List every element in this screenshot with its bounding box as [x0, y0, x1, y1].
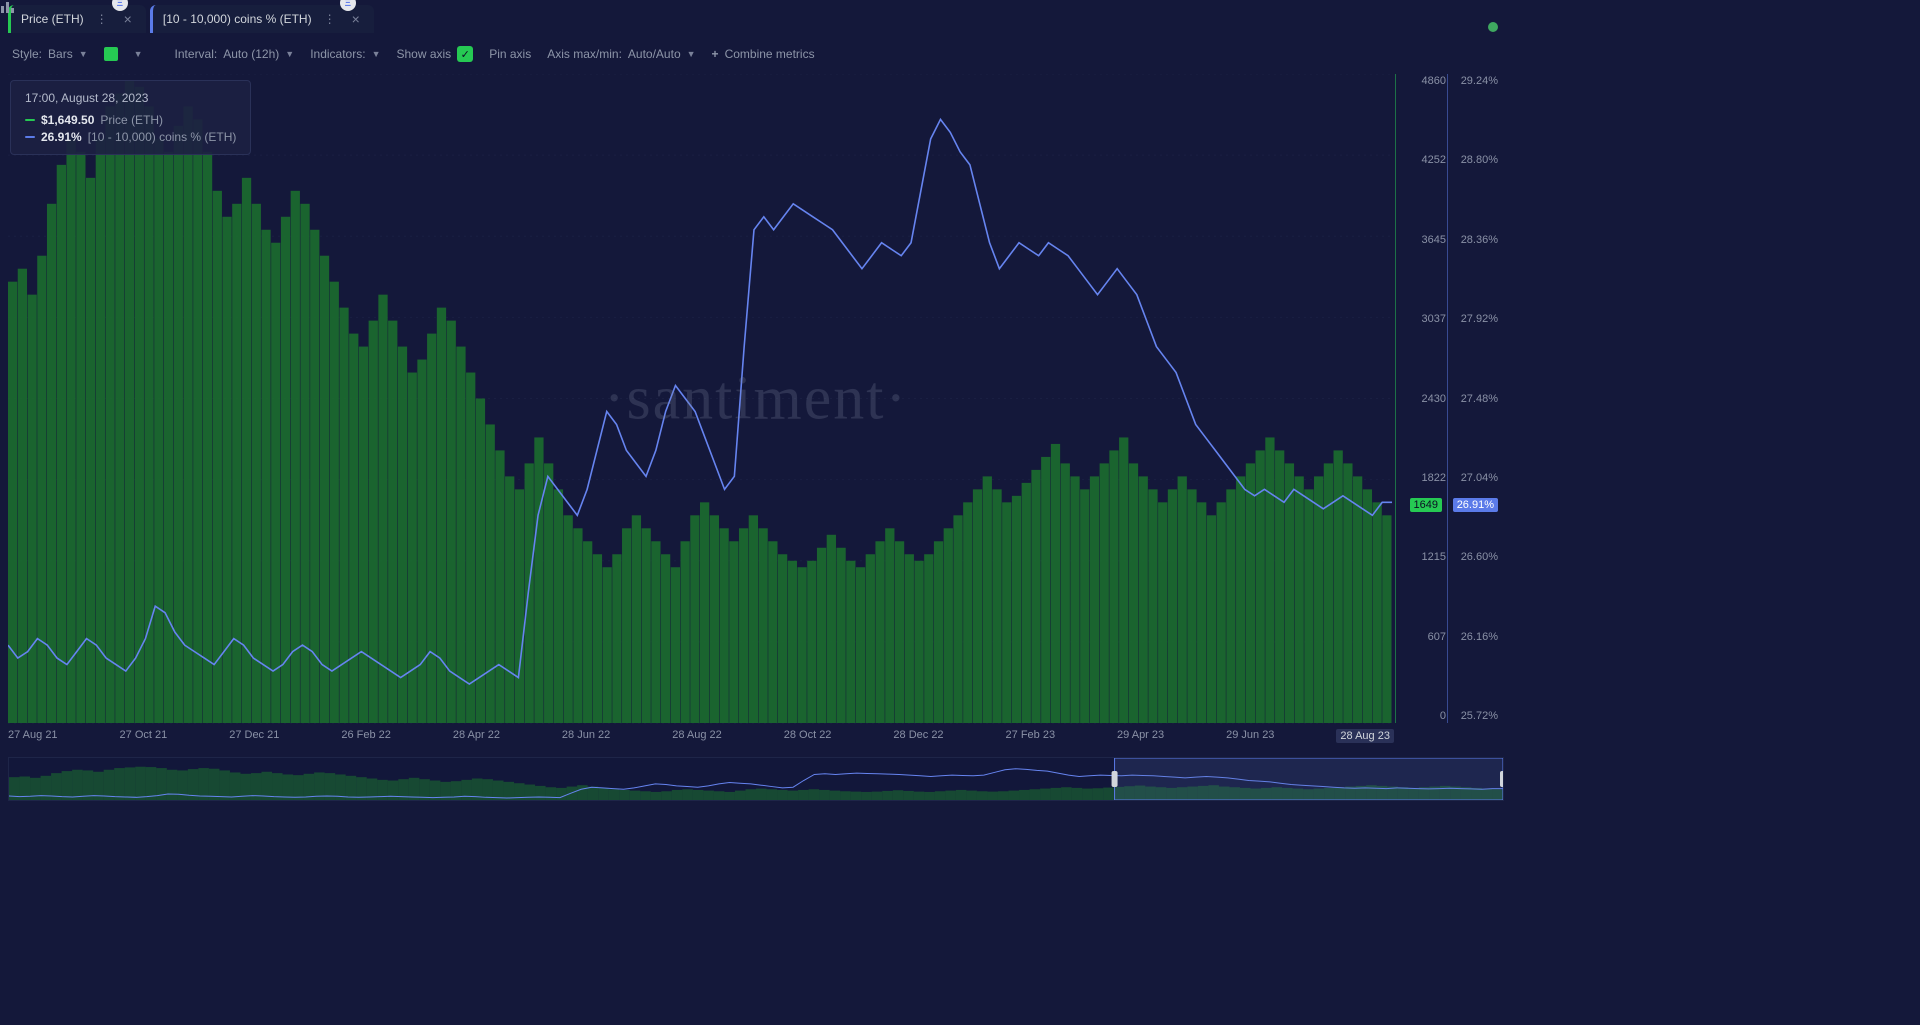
style-selector[interactable]: Style: Bars ▼	[12, 47, 88, 61]
x-tick: 28 Dec 22	[893, 729, 943, 743]
price-marker: 1649	[1410, 498, 1442, 512]
chart-svg	[8, 74, 1504, 751]
chevron-down-icon[interactable]: ▼	[134, 49, 143, 59]
minimap-svg	[9, 758, 1503, 800]
y-tick-price: 3645	[1396, 233, 1446, 247]
pin-axis-toggle[interactable]: Pin axis	[489, 47, 531, 61]
y-tick-pct: 28.36%	[1448, 233, 1498, 247]
y-tick-pct: 27.04%	[1448, 471, 1498, 485]
series-color-swatch[interactable]	[104, 47, 118, 61]
x-tick: 27 Oct 21	[120, 729, 168, 743]
chevron-down-icon: ▼	[285, 49, 294, 59]
y-tick-price: 4860	[1396, 74, 1446, 88]
metric-tabs: Price (ETH) ⋮ × Ξ [10 - 10,000) coins % …	[0, 0, 1512, 38]
pct-marker: 26.91%	[1453, 498, 1498, 512]
y-tick-price: 3037	[1396, 312, 1446, 326]
status-dot	[1488, 22, 1498, 32]
axis-maxmin-value: Auto/Auto	[628, 47, 681, 61]
tooltip-date: 17:00, August 28, 2023	[25, 91, 236, 105]
interval-value: Auto (12h)	[223, 47, 279, 61]
indicators-selector[interactable]: Indicators: ▼	[310, 47, 380, 61]
kebab-icon[interactable]: ⋮	[320, 12, 340, 26]
eth-icon: Ξ	[340, 0, 356, 11]
tab-label: Price (ETH)	[21, 12, 84, 26]
tab-coins-pct-eth[interactable]: [10 - 10,000) coins % (ETH) ⋮ × Ξ	[150, 5, 374, 33]
y-tick-pct: 29.24%	[1448, 74, 1498, 88]
y-axis-pct: 29.24% 28.80% 28.36% 27.92% 27.48% 27.04% 26.6…	[1448, 74, 1498, 723]
combine-label: Combine metrics	[725, 47, 815, 61]
series-dash	[25, 119, 35, 121]
y-tick-pct: 25.72%	[1448, 709, 1498, 723]
eth-icon: Ξ	[112, 0, 128, 11]
minimap[interactable]	[8, 757, 1504, 801]
tooltip-label: Price (ETH)	[100, 113, 163, 127]
x-tick: 29 Apr 23	[1117, 729, 1164, 743]
axis-maxmin-label: Axis max/min:	[547, 47, 622, 61]
y-tick-price: 4252	[1396, 153, 1446, 167]
combine-metrics-button[interactable]: + Combine metrics	[712, 47, 815, 61]
pin-axis-label: Pin axis	[489, 47, 531, 61]
tooltip-value: 26.91%	[41, 130, 82, 144]
y-tick-pct: 27.48%	[1448, 392, 1498, 406]
tab-label: [10 - 10,000) coins % (ETH)	[163, 12, 312, 26]
chevron-down-icon: ▼	[687, 49, 696, 59]
x-tick: 26 Feb 22	[341, 729, 391, 743]
y-tick-price: 607	[1396, 630, 1446, 644]
tab-price-eth[interactable]: Price (ETH) ⋮ × Ξ	[8, 5, 146, 33]
x-tick: 28 Apr 22	[453, 729, 500, 743]
x-tick: 29 Jun 23	[1226, 729, 1274, 743]
x-tick: 27 Aug 21	[8, 729, 58, 743]
x-tick: 27 Dec 21	[229, 729, 279, 743]
plus-icon: +	[712, 47, 719, 61]
y-tick-price: 2430	[1396, 392, 1446, 406]
show-axis-label: Show axis	[396, 47, 451, 61]
chevron-down-icon: ▼	[79, 49, 88, 59]
style-label: Style:	[12, 47, 42, 61]
x-tick: 27 Feb 23	[1006, 729, 1056, 743]
x-tick: 28 Jun 22	[562, 729, 610, 743]
chart-toolbar: Style: Bars ▼ ▼ Interval: Auto (12h) ▼ I…	[0, 38, 1512, 70]
y-tick-pct: 28.80%	[1448, 153, 1498, 167]
close-icon[interactable]: ×	[120, 11, 136, 27]
tooltip-value: $1,649.50	[41, 113, 94, 127]
y-axis-price: 4860 4252 3645 3037 2430 1822 1215 607 0	[1396, 74, 1446, 723]
x-axis: 27 Aug 21 27 Oct 21 27 Dec 21 26 Feb 22 28 A…	[8, 729, 1394, 743]
interval-selector[interactable]: Interval: Auto (12h) ▼	[175, 47, 295, 61]
y-tick-pct: 26.16%	[1448, 630, 1498, 644]
indicators-label: Indicators:	[310, 47, 365, 61]
axis-maxmin-selector[interactable]: Axis max/min: Auto/Auto ▼	[547, 47, 695, 61]
interval-label: Interval:	[175, 47, 218, 61]
show-axis-toggle[interactable]: Show axis ✓	[396, 46, 473, 62]
chart-area[interactable]: ·santiment· 4860425236453037243018221215…	[8, 74, 1504, 751]
x-tick: 28 Oct 22	[784, 729, 832, 743]
y-tick-pct: 26.60%	[1448, 550, 1498, 564]
series-dash	[25, 136, 35, 138]
x-tick: 28 Aug 23	[1336, 729, 1394, 743]
chevron-down-icon: ▼	[372, 49, 381, 59]
close-icon[interactable]: ×	[348, 11, 364, 27]
bars-icon	[0, 0, 16, 14]
hover-tooltip: 17:00, August 28, 2023 $1,649.50 Price (…	[10, 80, 251, 155]
check-icon: ✓	[457, 46, 473, 62]
y-tick-price: 0	[1396, 709, 1446, 723]
style-value: Bars	[48, 47, 73, 61]
y-tick-price: 1822	[1396, 471, 1446, 485]
y-tick-price: 1215	[1396, 550, 1446, 564]
tooltip-label: [10 - 10,000) coins % (ETH)	[88, 130, 237, 144]
x-tick: 28 Aug 22	[672, 729, 722, 743]
kebab-icon[interactable]: ⋮	[92, 12, 112, 26]
y-tick-pct: 27.92%	[1448, 312, 1498, 326]
